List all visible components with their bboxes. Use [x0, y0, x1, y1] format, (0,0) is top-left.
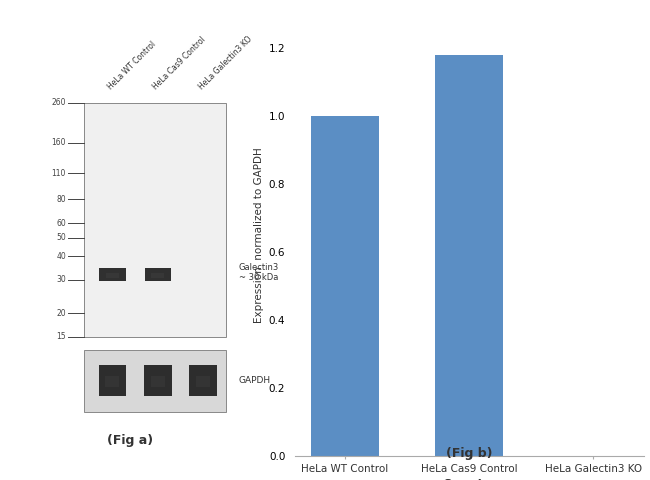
Text: 110: 110 — [51, 169, 66, 178]
Text: HeLa Galectin3 KO: HeLa Galectin3 KO — [197, 35, 254, 92]
Bar — [196, 376, 210, 387]
Text: Galectin3
~ 30 kDa: Galectin3 ~ 30 kDa — [239, 263, 279, 282]
Text: GAPDH: GAPDH — [239, 376, 271, 385]
Text: 80: 80 — [57, 195, 66, 204]
Bar — [151, 273, 164, 278]
Text: (Fig b): (Fig b) — [446, 447, 493, 460]
Bar — [84, 103, 226, 337]
Text: 160: 160 — [51, 138, 66, 147]
Bar — [144, 365, 172, 396]
Text: 20: 20 — [57, 309, 66, 318]
Bar — [151, 376, 164, 387]
Bar — [144, 268, 171, 281]
Text: 50: 50 — [56, 233, 66, 242]
Text: 60: 60 — [56, 218, 66, 228]
Bar — [189, 365, 217, 396]
Y-axis label: Expression  normalized to GAPDH: Expression normalized to GAPDH — [255, 147, 265, 323]
Text: HeLa WT Control: HeLa WT Control — [106, 40, 158, 92]
X-axis label: Samples: Samples — [443, 479, 495, 480]
Text: HeLa Cas9 Control: HeLa Cas9 Control — [151, 35, 208, 92]
Text: 40: 40 — [56, 252, 66, 261]
Text: 30: 30 — [56, 276, 66, 284]
Bar — [105, 376, 119, 387]
Text: 260: 260 — [51, 98, 66, 107]
Bar — [435, 55, 503, 456]
Bar — [99, 365, 126, 396]
Bar — [311, 116, 379, 456]
Bar — [99, 268, 125, 281]
Bar — [84, 350, 226, 412]
Text: 15: 15 — [57, 332, 66, 341]
Text: (Fig a): (Fig a) — [107, 434, 153, 447]
Bar — [106, 273, 119, 278]
